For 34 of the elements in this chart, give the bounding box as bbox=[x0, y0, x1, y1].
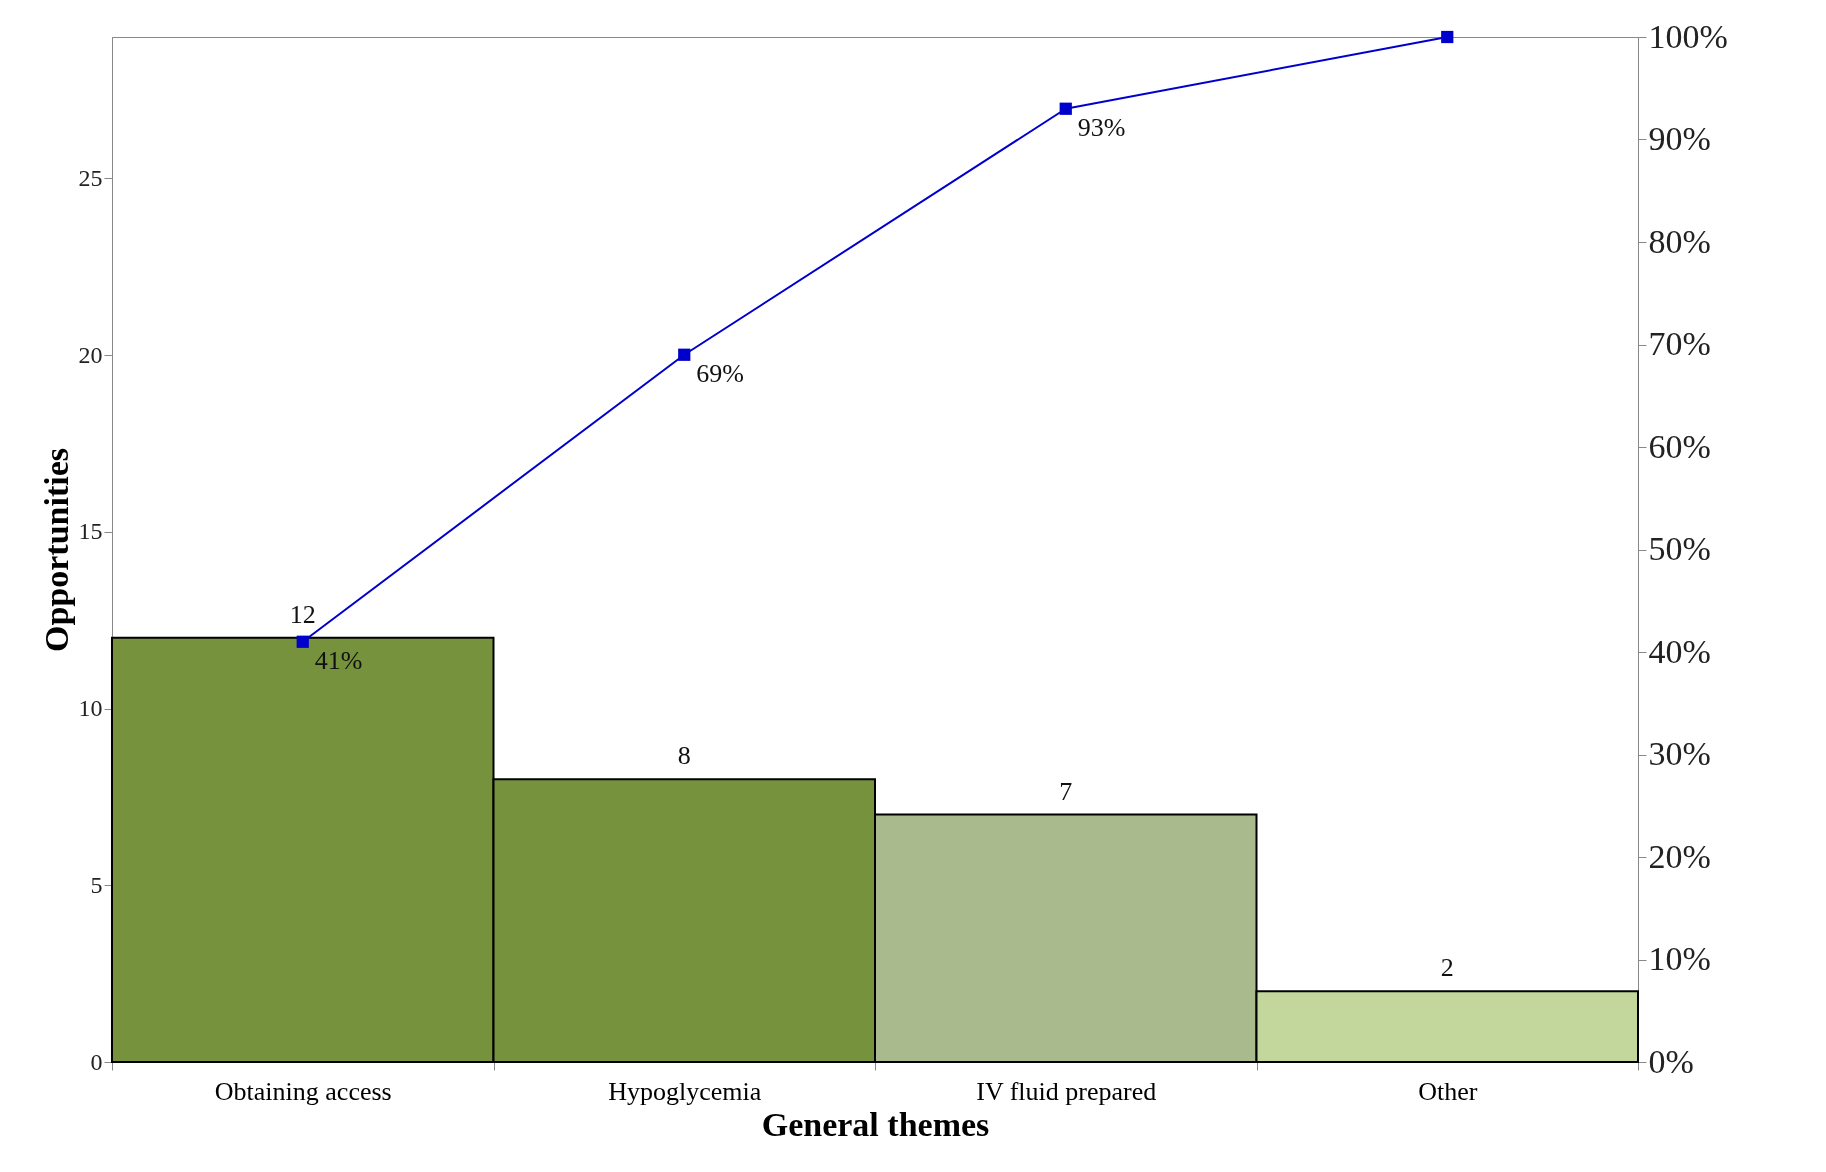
y2-tick-label: 20% bbox=[1648, 837, 1711, 875]
y2-tick-label: 70% bbox=[1648, 325, 1711, 362]
y-tick-label: 20 bbox=[78, 341, 103, 368]
x-tick-label: IV fluid prepared bbox=[976, 1076, 1157, 1106]
y2-tick-label: 60% bbox=[1648, 427, 1711, 465]
y2-tick-label: 80% bbox=[1648, 222, 1711, 260]
y-tick-label: 5 bbox=[90, 871, 103, 898]
y2-tick-label: 40% bbox=[1648, 632, 1711, 670]
y-tick-label: 25 bbox=[78, 164, 103, 191]
point bbox=[678, 348, 691, 361]
y2-tick-label: 0% bbox=[1648, 1042, 1694, 1080]
y2-tick-label: 10% bbox=[1648, 940, 1711, 977]
y-tick-label: 10 bbox=[78, 695, 103, 722]
data-label: 2 bbox=[1440, 953, 1454, 983]
point bbox=[296, 635, 309, 648]
y-axis-title: Opportunities bbox=[37, 447, 75, 653]
data-label: 7 bbox=[1059, 776, 1073, 806]
x-axis-title: General themes bbox=[761, 1105, 990, 1143]
data-label: 12 bbox=[289, 599, 316, 629]
y2-tick-label: 100% bbox=[1648, 17, 1728, 55]
y-tick-label: 0 bbox=[90, 1048, 103, 1075]
point bbox=[1441, 30, 1454, 44]
point bbox=[1059, 102, 1072, 115]
data-label: 69% bbox=[696, 358, 744, 388]
data-label: 8 bbox=[677, 741, 691, 771]
y2-tick-label: 30% bbox=[1648, 735, 1711, 772]
data-label: 93% bbox=[1077, 112, 1126, 142]
y2-tick-label: 90% bbox=[1648, 120, 1711, 157]
x-tick-label: Obtaining access bbox=[214, 1076, 392, 1106]
x-tick-label: Other bbox=[1418, 1076, 1478, 1106]
y-tick-label: 15 bbox=[78, 518, 103, 545]
data-label: 41% bbox=[314, 645, 363, 675]
y2-tick-label: 50% bbox=[1648, 530, 1711, 567]
x-tick-label: Hypoglycemia bbox=[608, 1076, 762, 1106]
